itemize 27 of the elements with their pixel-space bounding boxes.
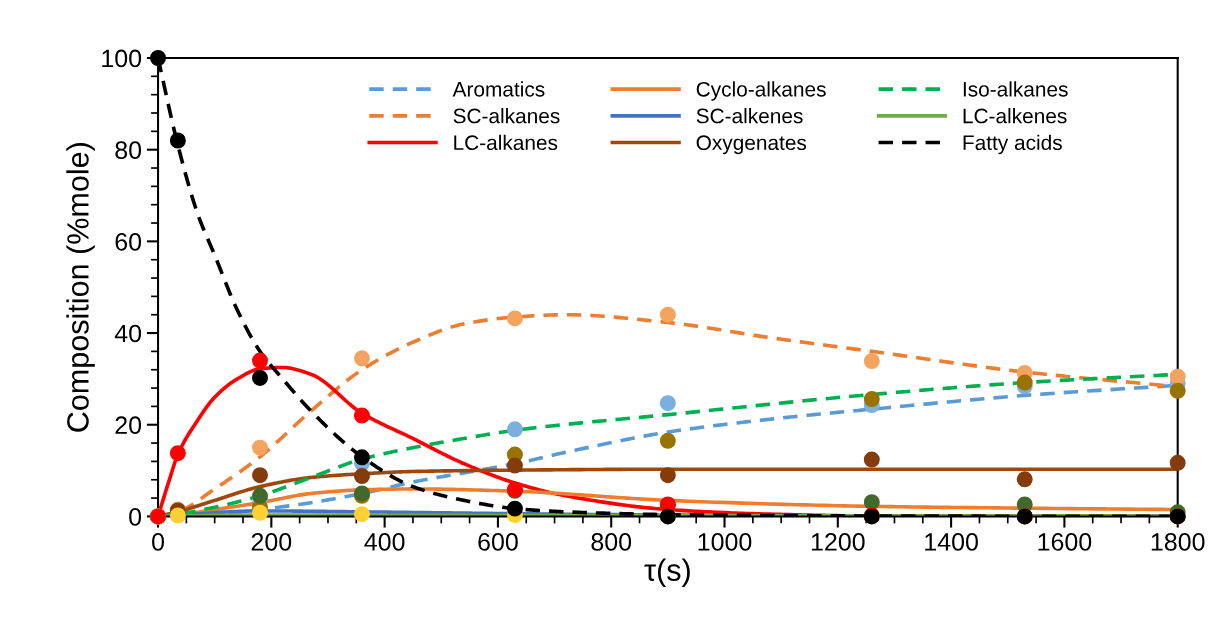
legend-label: Cyclo-alkanes	[696, 81, 826, 101]
x-tick-label: 1200	[811, 533, 865, 551]
x-axis-title: τ(s)	[644, 558, 690, 587]
legend-label: LC-alkanes	[454, 134, 558, 151]
y-axis-title: Composition (%mole)	[66, 143, 95, 432]
x-tick-label: 1000	[698, 533, 752, 551]
x-tick-label: 600	[478, 533, 518, 551]
y-tick-label: 60	[115, 232, 142, 251]
legend-label: Oxygenates	[696, 135, 807, 155]
y-tick-label: 40	[114, 324, 142, 343]
legend-label: LC-alkenes	[963, 108, 1067, 124]
x-tick-label: 0	[152, 533, 165, 551]
x-tick-label: 400	[364, 533, 405, 551]
y-tick-label: 80	[115, 141, 142, 159]
legend-label: SC-alkanes	[453, 108, 560, 124]
y-tick-label: 100	[102, 49, 142, 68]
legend-label: Iso-alkanes	[963, 81, 1068, 97]
y-tick-label: 0	[129, 508, 142, 526]
x-tick-label: 200	[251, 533, 292, 551]
x-tick-label: 800	[591, 533, 632, 551]
x-tick-label: 1800	[1151, 533, 1205, 551]
x-tick-label: 1600	[1038, 533, 1092, 551]
legend-label: Fatty acids	[963, 134, 1062, 155]
legend-label: Aromatics	[452, 81, 545, 97]
y-tick-label: 20	[115, 416, 142, 435]
x-tick-label: 1400	[925, 533, 978, 551]
legend-label: SC-alkenes	[696, 108, 803, 124]
